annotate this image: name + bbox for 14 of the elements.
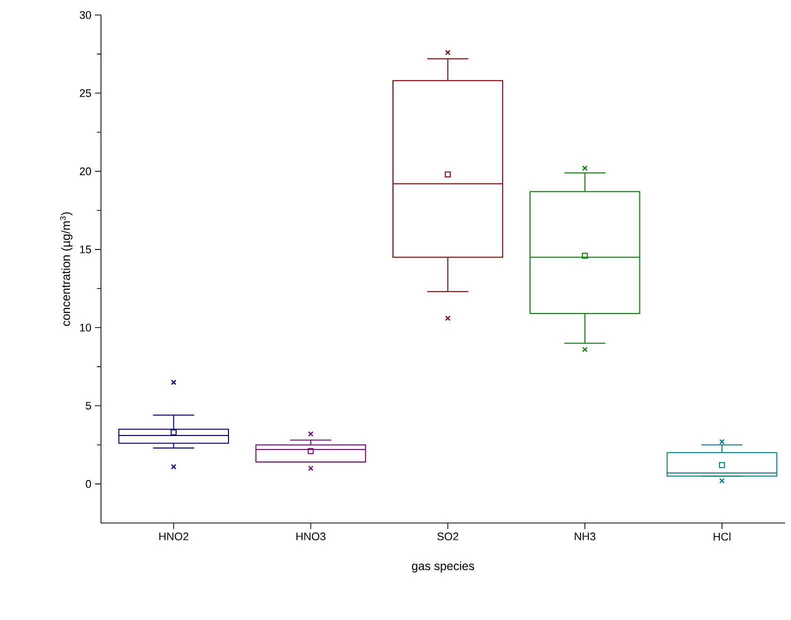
x-tick-label: HCl	[714, 532, 730, 541]
x-tick-label: HNO2	[159, 532, 188, 540]
y-tick-label: 10	[80, 324, 92, 332]
y-tick-label: 5	[86, 402, 92, 410]
x-axis-title: gas species	[412, 561, 474, 573]
y-tick-label: 20	[80, 167, 92, 176]
y-tick-label: 30	[80, 11, 92, 19]
y-tick-label: 0	[86, 480, 92, 488]
y-tick-label: 25	[80, 89, 92, 98]
x-tick-label: NH3	[574, 532, 596, 540]
y-axis-title: concentration (µg/m$^{3}$)	[60, 212, 72, 326]
y-tick-label: 15	[80, 246, 92, 254]
x-tick-label: SO2	[437, 532, 458, 540]
x-tick-label: HNO3	[296, 532, 326, 540]
